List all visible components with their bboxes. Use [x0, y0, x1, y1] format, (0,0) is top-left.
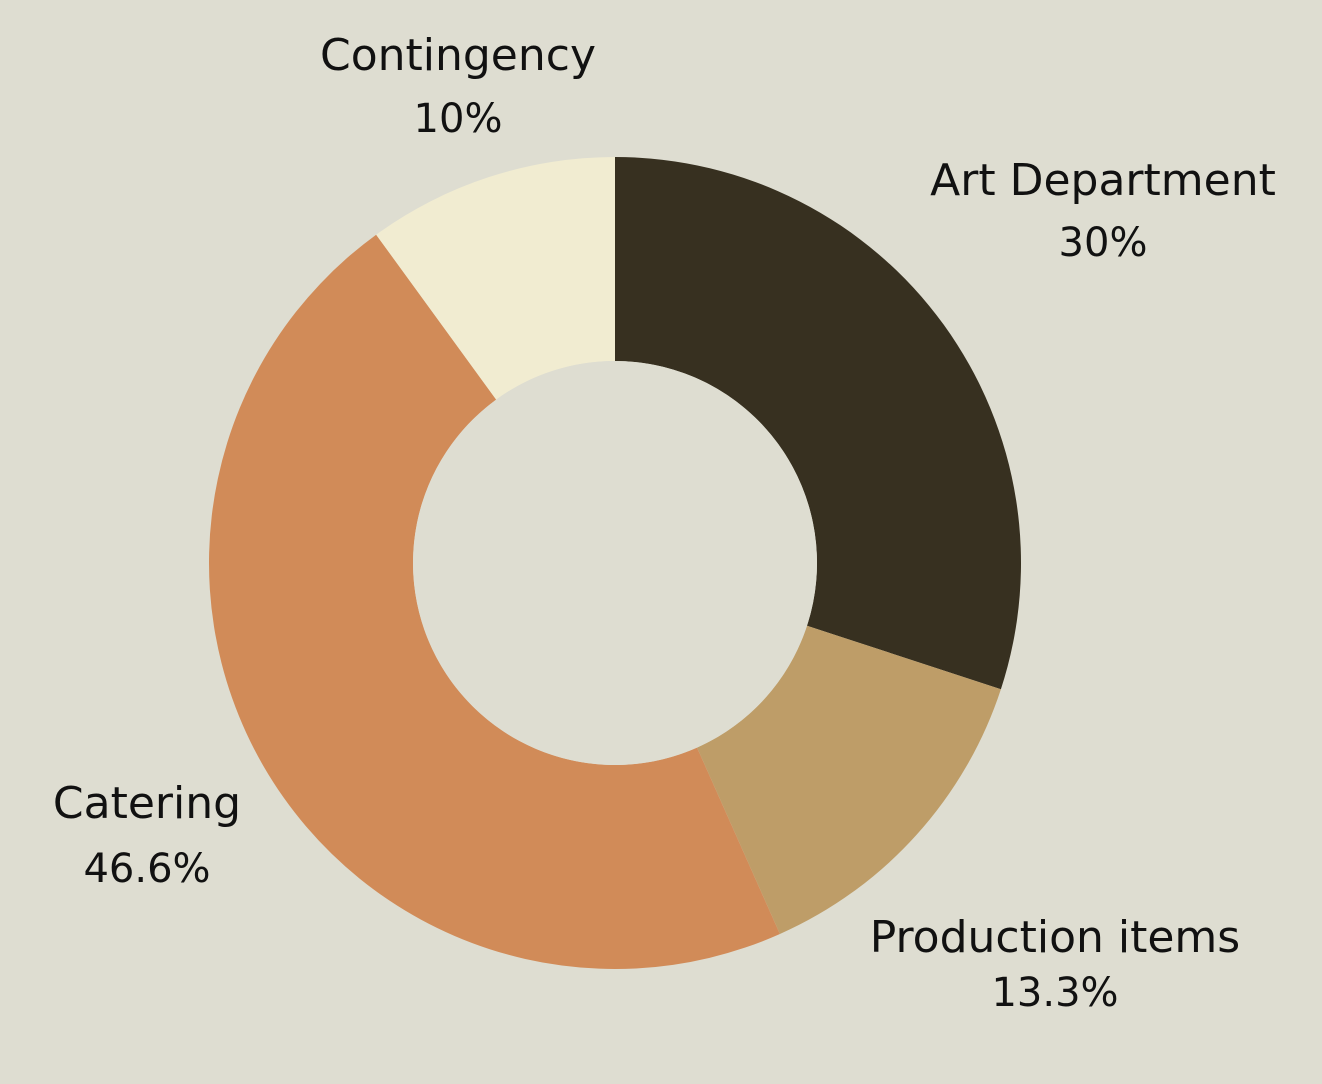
slice-value-catering: 46.6% — [83, 846, 210, 892]
slice-label-art-department: Art Department — [930, 155, 1276, 206]
slice-label-catering: Catering — [53, 778, 241, 829]
slice-label-contingency: Contingency — [320, 30, 596, 81]
slice-contingency — [376, 157, 615, 400]
slice-label-production-items: Production items — [870, 912, 1240, 963]
slice-value-contingency: 10% — [414, 96, 503, 142]
slice-production-items — [697, 625, 1001, 935]
slice-value-production-items: 13.3% — [991, 970, 1118, 1016]
slice-value-art-department: 30% — [1059, 220, 1148, 266]
donut-hole — [413, 361, 817, 765]
slice-catering — [208, 234, 780, 970]
slice-art-department — [615, 157, 1021, 690]
